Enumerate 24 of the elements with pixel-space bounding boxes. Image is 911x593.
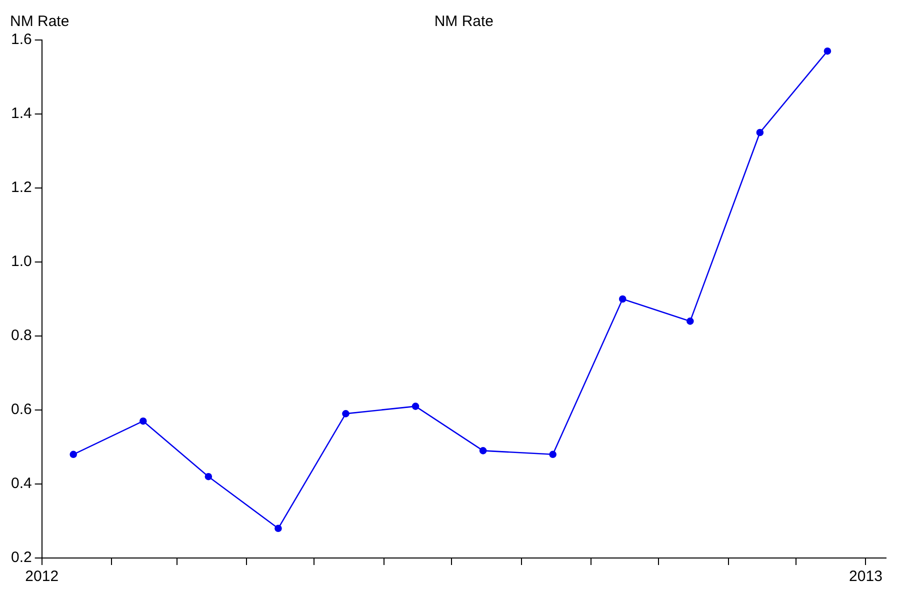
y-tick-label: 0.2 — [10, 549, 32, 566]
point — [140, 417, 147, 425]
point — [204, 472, 212, 480]
y-tick-label: 0.6 — [10, 401, 32, 418]
point — [549, 450, 556, 458]
y-tick-label: 1.0 — [10, 253, 32, 270]
point — [756, 128, 764, 136]
x-tick-label: 2013 — [849, 568, 882, 586]
y-tick-label: 0.8 — [10, 327, 32, 344]
point — [479, 447, 487, 454]
y-tick-label: 0.4 — [10, 475, 32, 492]
point — [824, 47, 832, 55]
y-tick-label: 1.4 — [10, 105, 32, 122]
y-tick-label: 1.6 — [10, 31, 32, 48]
point — [618, 295, 626, 303]
x-tick-label: 2012 — [25, 568, 59, 586]
y-axis-title: NM Rate — [10, 13, 70, 30]
point — [274, 524, 282, 532]
chart-title: NM Rate — [434, 13, 494, 30]
point — [70, 450, 78, 458]
point — [342, 410, 350, 418]
y-tick-label: 1.2 — [10, 179, 32, 196]
point — [686, 318, 694, 325]
point — [412, 402, 420, 410]
